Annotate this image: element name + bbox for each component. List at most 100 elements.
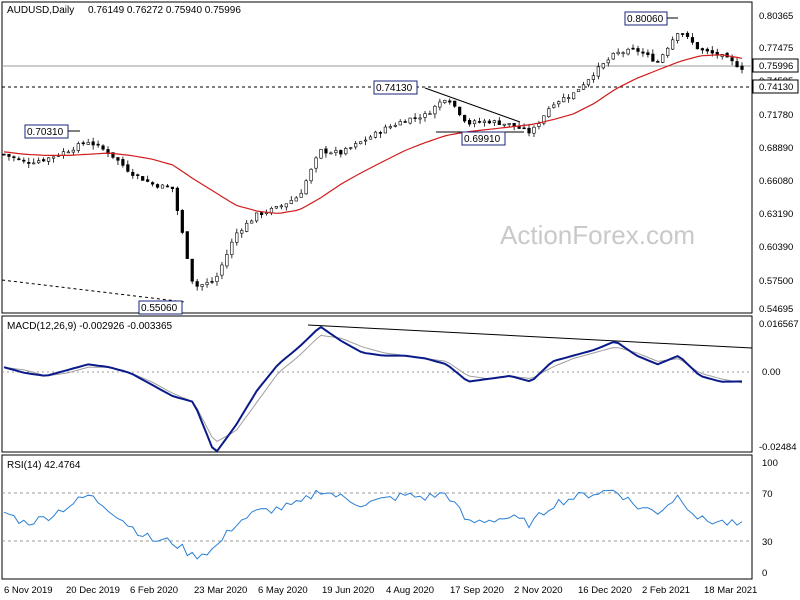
candle-body (695, 42, 700, 50)
price-y-tick: 0.60390 (759, 242, 793, 253)
level-flag-label: 0.74130 (759, 82, 793, 93)
candle-body (373, 131, 378, 138)
rsi-line (3, 489, 743, 560)
x-tick-label: 6 May 2020 (258, 585, 308, 596)
rsi-y-tick: 30 (762, 537, 773, 548)
macd-panel-frame (1, 315, 753, 453)
candle-body (304, 180, 308, 195)
candle-body (571, 92, 576, 100)
candle-body (7, 153, 11, 157)
x-tick-label: 19 Jun 2020 (322, 585, 374, 596)
x-axis: 6 Nov 2019 20 Dec 2019 6 Feb 2020 23 Mar… (4, 585, 757, 596)
rsi-y-tick: 0 (762, 568, 767, 579)
x-tick-label: 6 Feb 2020 (130, 585, 178, 596)
rsi-y-axis: 100 70 30 0 (762, 458, 778, 579)
annotation-high-label: 0.80060 (627, 14, 664, 25)
candle-body (46, 157, 51, 162)
candle-body (651, 53, 655, 62)
macd-y-tick: 0.00 (762, 367, 781, 378)
candle-body (502, 123, 506, 126)
candle-body (676, 33, 680, 41)
candle-body (274, 205, 279, 209)
current-price-flag-label: 0.75996 (759, 61, 793, 72)
candle-body (190, 258, 194, 282)
rsi-header: RSI(14) 42.4764 (7, 460, 81, 471)
candle-body (17, 158, 21, 161)
price-y-tick: 0.57500 (759, 276, 793, 287)
candle-body (126, 164, 130, 172)
candle-body (487, 120, 491, 124)
candle-body (240, 230, 244, 234)
candle-body (150, 182, 155, 185)
candle-body (141, 176, 145, 181)
candle-body (631, 47, 635, 50)
candle-body (185, 231, 189, 259)
candle-body (354, 143, 358, 148)
candle-body (111, 152, 115, 158)
candle-body (329, 152, 333, 155)
candle-body (581, 84, 586, 90)
x-tick-label: 6 Nov 2019 (4, 585, 53, 596)
candle-body (299, 192, 303, 198)
candle-body (661, 54, 665, 63)
candle-body (552, 104, 556, 108)
candle-body (220, 264, 224, 276)
x-tick-label: 2 Nov 2020 (514, 585, 563, 596)
price-y-tick: 0.71780 (759, 110, 793, 121)
candle-body (225, 254, 229, 267)
macd-trend-line (307, 324, 753, 349)
candle-body (37, 160, 41, 164)
price-y-tick: 0.54695 (759, 304, 793, 315)
candle-body (690, 37, 695, 43)
candle-body (522, 127, 526, 130)
x-tick-label: 23 Mar 2020 (194, 585, 247, 596)
triangle-upper-line (424, 87, 521, 123)
candle-body (160, 184, 165, 189)
candle-body (591, 75, 596, 80)
candle-body (527, 127, 531, 134)
price-y-tick: 0.66080 (759, 176, 793, 187)
candle-body (388, 126, 392, 129)
x-tick-label: 2 Feb 2021 (642, 585, 690, 596)
macd-y-axis: 0.016567 0.00 -0.02484 (759, 319, 799, 453)
candle-body (685, 32, 690, 37)
watermark: ActionForex.com (500, 220, 695, 250)
macd-main-line (3, 325, 743, 453)
candle-body (463, 114, 467, 122)
candle-body (349, 147, 353, 149)
candle-body (467, 120, 472, 125)
candle-body (616, 51, 620, 55)
candle-body (710, 50, 714, 54)
annotation-left-box: 0.70310 (24, 124, 69, 139)
candle-body (309, 168, 313, 182)
candle-body (42, 159, 46, 162)
candle-body (472, 120, 477, 125)
candle-body (121, 159, 125, 166)
price-header-ohlc: 0.76149 0.76272 0.75940 0.75996 (88, 5, 241, 16)
candle-body (567, 97, 571, 99)
candle-body (453, 100, 457, 107)
candle-body (81, 142, 85, 145)
candle-body (235, 232, 239, 243)
price-y-tick: 0.80365 (759, 11, 793, 22)
rsi-y-tick: 100 (762, 458, 778, 469)
candle-body (700, 48, 704, 51)
x-tick-label: 16 Dec 2020 (578, 585, 632, 596)
candle-body (378, 132, 383, 134)
macd-y-tick: 0.016567 (759, 319, 799, 330)
candle-body (671, 39, 675, 50)
annotation-low-box: 0.55060 (138, 300, 183, 315)
candle-body (51, 156, 56, 159)
candle-body (136, 174, 140, 176)
candle-body (91, 141, 95, 146)
macd-header: MACD(12,26,9) -0.002926 -0.003365 (7, 321, 173, 332)
candle-body (27, 162, 31, 164)
price-y-axis: 0.80365 0.77475 0.74585 0.71780 0.68890 … (759, 11, 793, 315)
candle-body (165, 185, 170, 188)
candle-body (443, 99, 447, 103)
candle-body (314, 157, 318, 169)
candle-body (383, 126, 387, 134)
annotation-mid-label: 0.74130 (376, 83, 413, 94)
x-tick-label: 20 Dec 2019 (66, 585, 120, 596)
